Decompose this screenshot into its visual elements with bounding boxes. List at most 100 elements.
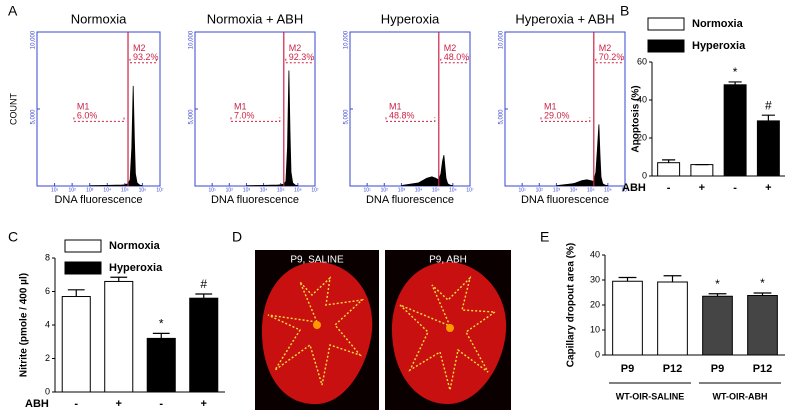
- error-bar: [110, 276, 128, 282]
- chart-title: Hyperoxia + ABH: [515, 11, 614, 26]
- x-tick-label: -: [733, 182, 737, 194]
- y-tick-label: 6: [45, 286, 50, 296]
- y-tick-label: 30: [590, 274, 600, 284]
- x-axis-label: DNA fluorescence: [521, 194, 609, 206]
- y-tick-label: 0: [595, 349, 600, 359]
- error-bar: [728, 81, 742, 85]
- x-tick-label: +: [201, 398, 207, 410]
- error-bar: [663, 275, 682, 282]
- significance-mark: *: [733, 65, 738, 79]
- retina: [392, 262, 507, 404]
- chart-title: Normoxia: [71, 11, 127, 26]
- significance-mark: *: [159, 317, 164, 331]
- gate-bracket: [129, 58, 157, 64]
- error-bar: [152, 332, 170, 339]
- retina: [262, 262, 373, 405]
- chart-title: Hyperoxia: [381, 11, 440, 26]
- gate-name: M1: [234, 102, 247, 112]
- x-tick-label: 10⁴: [415, 187, 423, 193]
- gate-bracket: [73, 117, 125, 122]
- x-axis-label: DNA fluorescence: [54, 194, 142, 206]
- x-tick-label: 10⁶: [294, 187, 302, 193]
- bar: [756, 120, 780, 177]
- y-tick-label: 40: [637, 94, 647, 104]
- y-tick-label: 10,000: [31, 30, 37, 49]
- chart-title: Normoxia + ABH: [207, 11, 303, 26]
- bar: [657, 162, 681, 177]
- x-tick-label: 10¹: [519, 187, 527, 193]
- panel-label: B: [620, 3, 629, 19]
- x-tick-label: 10⁶: [449, 187, 457, 193]
- x-tick-label: 10⁷: [621, 187, 629, 193]
- histogram: [401, 155, 453, 187]
- error-bar: [662, 159, 676, 163]
- legend-label: Normoxia: [109, 240, 161, 252]
- gate-bracket: [385, 117, 436, 122]
- x-tick-label: 10⁶: [139, 187, 147, 193]
- error-bar: [753, 292, 772, 296]
- x-tick-label: 10⁴: [260, 187, 268, 193]
- category-axis-label: ABH: [25, 398, 49, 410]
- y-tick-label: 10,000: [189, 30, 195, 49]
- x-axis-label: DNA fluorescence: [366, 194, 454, 206]
- bar: [189, 297, 219, 393]
- x-tick-label: 10²: [69, 187, 77, 193]
- x-tick-label: 10⁵: [587, 187, 595, 193]
- gate-name: M2: [289, 43, 302, 53]
- x-tick-label: +: [765, 182, 771, 194]
- significance-mark: #: [765, 98, 772, 112]
- x-tick-label: 10³: [398, 187, 406, 193]
- group-label: WT-OIR-ABH: [713, 391, 768, 401]
- y-axis-label: Capillary dropout area (%): [566, 243, 577, 367]
- x-tick-label: 10⁴: [570, 187, 578, 193]
- optic-disc: [313, 321, 321, 329]
- x-tick-label: 10¹: [364, 187, 372, 193]
- x-tick-label: +: [116, 398, 122, 410]
- panel-label: E: [540, 229, 549, 245]
- y-tick-label: 5,000: [31, 109, 37, 125]
- error-bar: [708, 293, 727, 297]
- x-tick-label: 10⁴: [103, 187, 111, 193]
- y-axis-label: Nitrite (pmole / 400 µl): [19, 273, 30, 377]
- x-tick-label: -: [159, 398, 163, 410]
- bar: [61, 296, 91, 393]
- x-tick-label: 10¹: [209, 187, 217, 193]
- x-tick-label: P9: [711, 363, 724, 375]
- gate-name: M2: [599, 43, 612, 53]
- bar: [612, 280, 643, 356]
- panel-label: D: [232, 229, 242, 245]
- y-tick-label: 2: [45, 353, 50, 363]
- significance-mark: *: [760, 276, 765, 290]
- bar: [657, 281, 688, 356]
- bar: [747, 295, 778, 356]
- gate-bracket: [230, 117, 281, 122]
- error-bar: [618, 276, 637, 282]
- x-tick-label: P12: [753, 363, 773, 375]
- gate-name: M1: [389, 102, 402, 112]
- legend-label: Hyperoxia: [109, 262, 163, 274]
- x-tick-label: 10³: [553, 187, 561, 193]
- x-tick-label: 10⁷: [156, 187, 164, 193]
- x-tick-label: 10⁶: [604, 187, 612, 193]
- y-tick-label: 20: [637, 132, 647, 142]
- gate-percent: 7.0%: [234, 111, 255, 121]
- bar: [146, 337, 176, 393]
- y-tick-label: 4: [45, 319, 50, 329]
- gate-bracket: [440, 58, 467, 64]
- panel-label: C: [8, 229, 18, 245]
- y-tick-label: 10,000: [344, 30, 350, 49]
- x-tick-label: +: [699, 182, 705, 194]
- error-bar: [761, 114, 775, 121]
- y-axis-label: COUNT: [8, 93, 18, 125]
- group-label: WT-OIR-SALINE: [616, 391, 685, 401]
- x-tick-label: 10⁷: [311, 187, 319, 193]
- x-tick-label: 10⁵: [121, 187, 129, 193]
- y-tick-label: 5,000: [344, 109, 350, 125]
- y-tick-label: 10: [590, 324, 600, 334]
- x-tick-label: -: [74, 398, 78, 410]
- category-axis-label: ABH: [622, 182, 646, 194]
- y-axis-label: Apoptosis (%): [631, 85, 642, 152]
- x-tick-label: 10²: [536, 187, 544, 193]
- gate-bracket: [285, 58, 312, 64]
